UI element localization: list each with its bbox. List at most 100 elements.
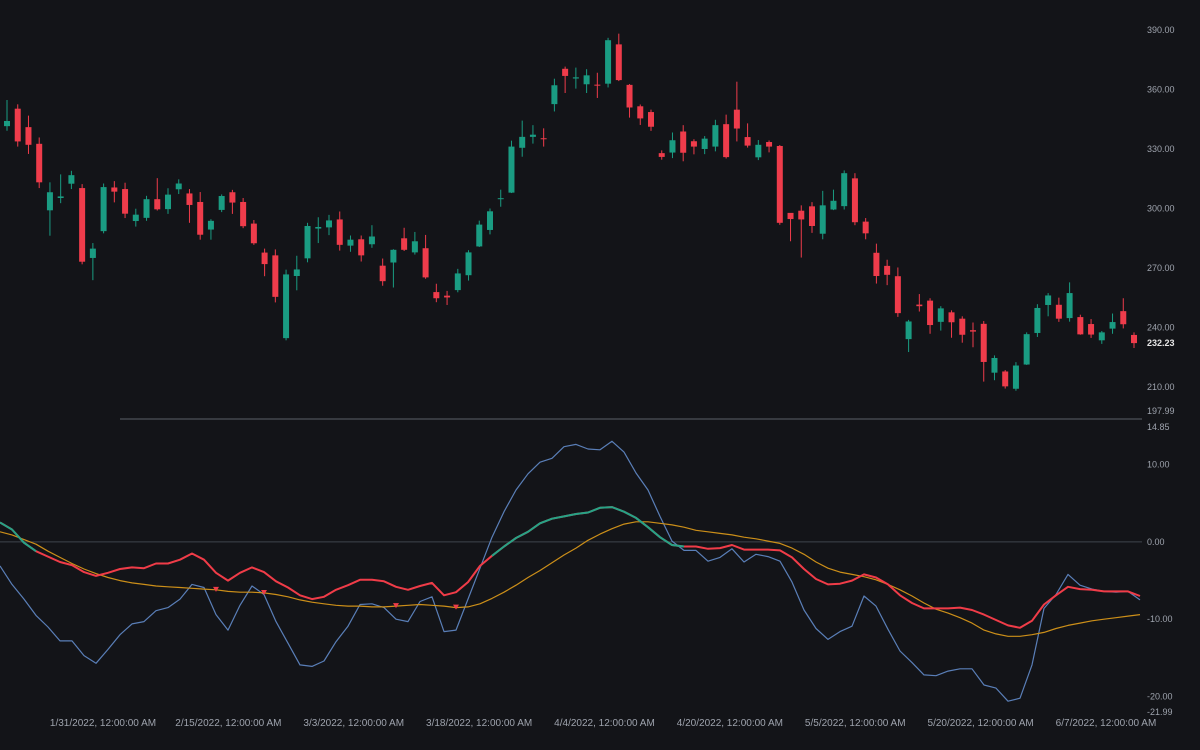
price-pane — [4, 33, 1137, 391]
candle — [240, 198, 247, 229]
candle-body — [25, 127, 32, 145]
oscillator-min-label: -21.99 — [1147, 707, 1173, 717]
candle — [1023, 332, 1030, 365]
candle-body — [476, 224, 483, 247]
candle — [14, 104, 21, 147]
candle-body — [1120, 311, 1127, 325]
candle — [422, 234, 429, 279]
candle — [465, 250, 472, 281]
highlight-segment — [0, 521, 37, 553]
candle — [529, 125, 536, 144]
candle — [819, 190, 826, 240]
candle — [615, 33, 622, 82]
candle-body — [79, 188, 86, 262]
candle — [4, 99, 10, 131]
candle — [851, 173, 858, 226]
candle — [519, 120, 526, 157]
oscillator-axis: 10.00 0.00 -10.00 -20.00 14.85 -21.99 — [1147, 422, 1173, 717]
candle — [755, 140, 762, 161]
candle — [970, 322, 976, 348]
candle-body — [497, 198, 504, 200]
candle — [884, 259, 891, 286]
candle — [744, 123, 751, 148]
candle — [980, 321, 987, 382]
candle-body — [315, 226, 322, 229]
candle — [229, 189, 236, 214]
candle-body — [57, 196, 64, 199]
candle — [1055, 297, 1062, 322]
candle — [401, 227, 408, 251]
candle-body — [240, 201, 247, 227]
candle — [905, 319, 912, 353]
candle-body — [980, 323, 987, 362]
candle — [991, 355, 998, 381]
candle-body — [1098, 332, 1105, 341]
candle — [1088, 319, 1095, 338]
candle-body — [207, 220, 214, 230]
oscillator-tick-label: -10.00 — [1147, 614, 1173, 624]
candle-body — [905, 321, 912, 340]
candle — [111, 181, 118, 203]
candle-body — [197, 201, 204, 235]
candle-body — [529, 134, 536, 137]
candle-body — [433, 292, 440, 299]
candle-body — [68, 175, 75, 184]
candle — [862, 218, 869, 240]
candle-body — [1066, 293, 1073, 319]
candle-body — [1045, 295, 1052, 305]
candle-body — [229, 192, 236, 203]
candle — [723, 114, 730, 159]
candle-body — [733, 109, 740, 129]
red-line — [0, 506, 1141, 629]
signal-marker — [453, 604, 459, 610]
candle — [637, 104, 644, 125]
candle — [626, 84, 633, 118]
candle — [948, 310, 955, 338]
candle-body — [487, 211, 493, 230]
candle-body — [154, 199, 161, 210]
candle — [326, 214, 332, 236]
candle — [304, 222, 311, 263]
candle — [165, 188, 171, 214]
candle-body — [336, 219, 343, 245]
oscillator-max-label: 14.85 — [1147, 422, 1170, 432]
candle-body — [884, 265, 891, 275]
candle — [46, 182, 53, 236]
candle — [175, 179, 182, 195]
candle-body — [766, 142, 773, 147]
date-tick-label: 3/18/2022, 12:00:00 AM — [426, 718, 532, 729]
candle-body — [669, 140, 676, 153]
candle — [154, 178, 161, 211]
candle — [809, 202, 815, 233]
candle-body — [605, 40, 612, 84]
candle-body — [218, 196, 225, 210]
candle-body — [927, 300, 934, 326]
candle — [1131, 332, 1137, 349]
candle-body — [347, 239, 354, 246]
candle — [1066, 282, 1073, 322]
candle — [690, 139, 697, 155]
candle-body — [519, 136, 526, 148]
candle — [572, 67, 579, 89]
candle — [1034, 304, 1041, 337]
candle — [873, 243, 880, 284]
candle-body — [873, 252, 880, 277]
candle-body — [959, 318, 966, 335]
candle-body — [465, 252, 472, 276]
candle — [712, 119, 719, 152]
date-tick-label: 1/31/2022, 12:00:00 AM — [50, 718, 156, 729]
candle — [1077, 314, 1084, 335]
candle-body — [1131, 334, 1137, 344]
date-tick-label: 3/3/2022, 12:00:00 AM — [303, 718, 404, 729]
candle-body — [744, 137, 751, 146]
candle-body — [755, 144, 762, 158]
candle-body — [948, 312, 955, 323]
candle — [669, 132, 676, 159]
candle-body — [326, 220, 332, 228]
candle — [122, 182, 129, 219]
candle — [454, 268, 461, 293]
candle-body — [143, 199, 150, 218]
candle — [1098, 330, 1105, 344]
candle-body — [14, 108, 21, 142]
